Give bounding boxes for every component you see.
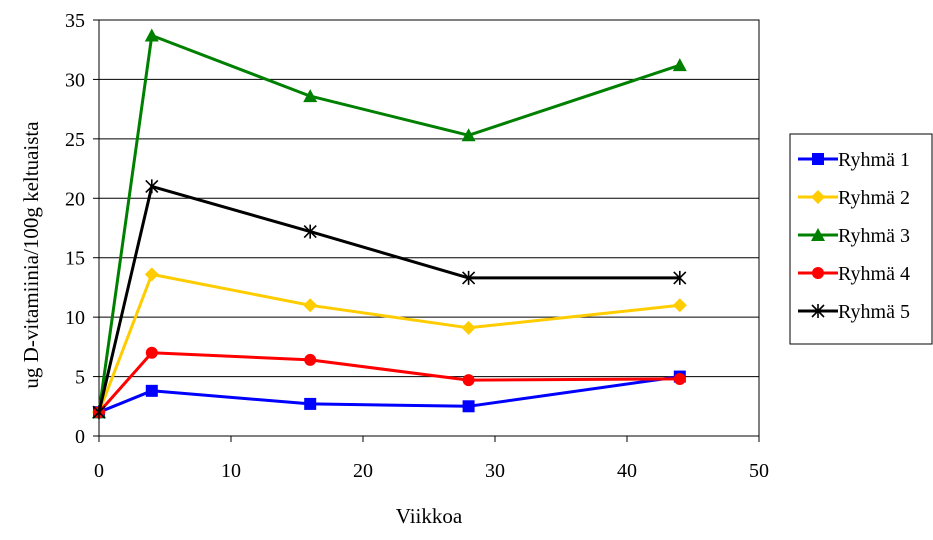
- data-point: [462, 400, 475, 413]
- legend-marker: [811, 304, 825, 318]
- data-point: [145, 179, 159, 194]
- data-point: [145, 346, 158, 359]
- data-point: [303, 89, 318, 103]
- legend-entry: Ryhmä 5: [798, 301, 910, 323]
- legend-entry: Ryhmä 1: [798, 149, 910, 171]
- data-point: [304, 353, 317, 366]
- tick-labels: 0 5 10 15 20 25 30 35 0 10 20 30 40 50: [65, 10, 769, 482]
- data-point: [461, 320, 476, 335]
- data-point: [673, 270, 687, 285]
- legend: Ryhmä 1 Ryhmä 2 Ryhmä 3 Ryhmä 4 Ryhmä 5: [789, 133, 933, 345]
- x-tick-label: 20: [353, 460, 373, 482]
- data-point: [145, 384, 158, 397]
- legend-marker: [812, 153, 824, 165]
- legend-marker: [811, 228, 825, 241]
- legend-label: Ryhmä 5: [838, 301, 910, 323]
- legend-entry: Ryhmä 2: [798, 187, 910, 209]
- legend-label: Ryhmä 1: [838, 149, 910, 171]
- series-5: [92, 179, 687, 420]
- legend-label: Ryhmä 4: [838, 263, 910, 285]
- data-point: [672, 58, 687, 72]
- y-tick-label: 15: [65, 248, 85, 270]
- data-point: [461, 128, 476, 142]
- x-tick-label: 0: [94, 460, 104, 482]
- data-point: [462, 374, 475, 387]
- axes: [93, 19, 760, 442]
- x-tick-label: 40: [617, 460, 637, 482]
- legend-marker: [812, 267, 824, 279]
- y-tick-label: 10: [65, 307, 85, 329]
- data-point: [304, 397, 317, 410]
- legend-label: Ryhmä 2: [838, 187, 910, 209]
- x-tick-label: 30: [485, 460, 505, 482]
- series-group: [92, 28, 687, 420]
- data-point: [672, 298, 687, 313]
- legend-entry: Ryhmä 3: [798, 225, 910, 247]
- data-point: [462, 270, 476, 285]
- y-tick-label: 30: [65, 69, 85, 91]
- legend-label: Ryhmä 3: [838, 225, 910, 247]
- x-axis-title: Viikkoa: [396, 504, 463, 528]
- gridlines: [98, 19, 760, 437]
- y-tick-label: 35: [65, 10, 85, 32]
- data-point: [673, 372, 686, 385]
- plot-area: [98, 19, 760, 437]
- x-tick-label: 50: [749, 460, 769, 482]
- data-point: [144, 28, 159, 42]
- x-tick-label: 10: [221, 460, 241, 482]
- y-axis-title: ug D-vitamiinia/100g keltuaista: [19, 121, 43, 389]
- data-point: [303, 224, 317, 239]
- y-tick-label: 20: [65, 188, 85, 210]
- data-point: [92, 405, 106, 420]
- y-tick-label: 5: [75, 367, 85, 389]
- data-point: [303, 298, 318, 313]
- series-4: [93, 346, 686, 419]
- y-tick-label: 25: [65, 129, 85, 151]
- data-point: [144, 267, 159, 282]
- legend-entry: Ryhmä 4: [798, 263, 910, 285]
- legend-marker: [811, 190, 825, 204]
- y-tick-label: 0: [75, 426, 85, 448]
